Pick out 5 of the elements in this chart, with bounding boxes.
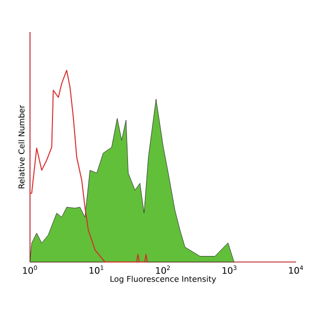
x-tick-label: 10$^{1}$ [90,266,104,274]
x-tick-label: 10$^{3}$ [222,266,236,274]
x-tick-label: 10$^{2}$ [156,266,170,274]
x-tick-label: 10$^{4}$ [289,266,304,274]
x-tick-label: 10$^{0}$ [23,266,37,274]
